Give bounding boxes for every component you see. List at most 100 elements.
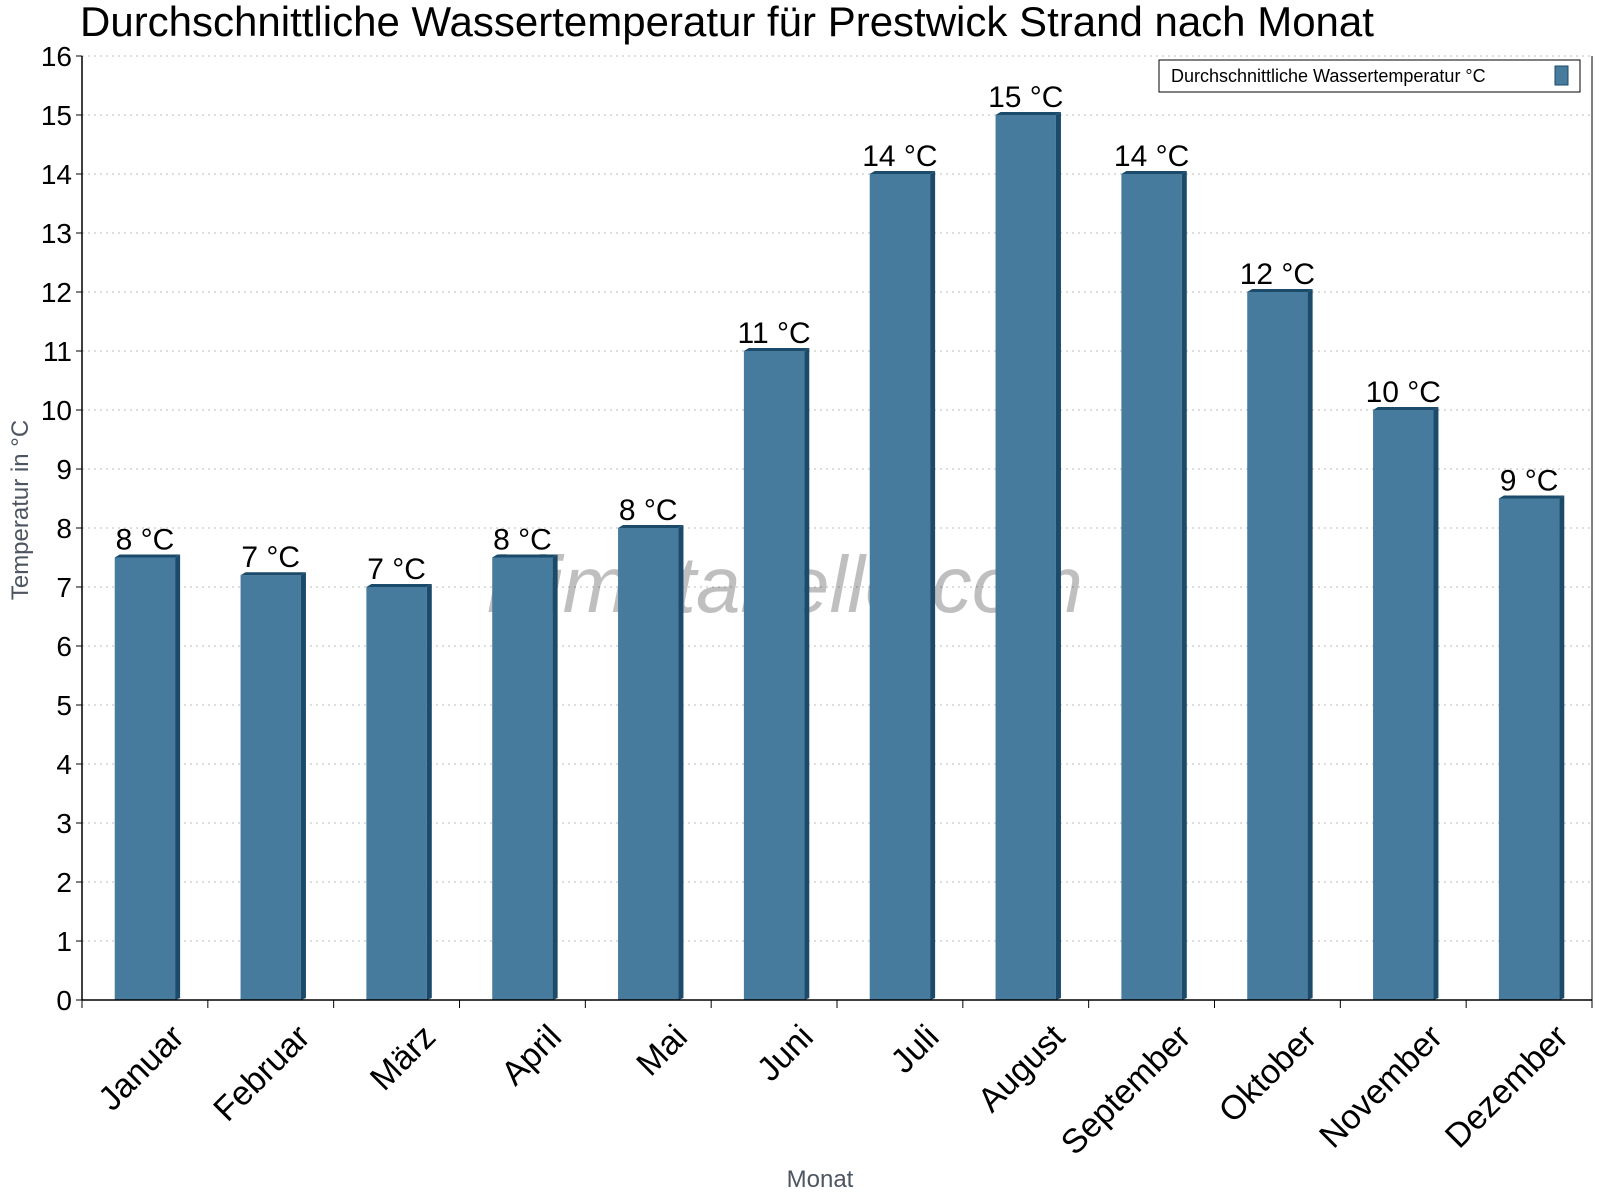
y-tick-label: 2 (56, 867, 72, 898)
bar-top (240, 572, 306, 576)
legend-swatch (1554, 65, 1569, 86)
bar-face (869, 174, 931, 1000)
bar-top (995, 112, 1061, 115)
bar-face (366, 587, 427, 1000)
bar (618, 525, 684, 1000)
x-tick-label: November (1312, 1018, 1450, 1156)
x-tick-labels: Januar Februar März April Mai Juni Juli AugustS… (91, 1017, 1576, 1162)
bar-side (1307, 289, 1313, 1000)
bar-top (743, 348, 810, 351)
bar-top (1373, 407, 1439, 410)
bar (1247, 289, 1313, 1000)
bar-top (114, 554, 181, 558)
bar-top (492, 554, 558, 558)
data-label: 8 °C (116, 524, 175, 557)
data-label: 8 °C (619, 494, 678, 527)
data-label: 8 °C (493, 524, 552, 557)
y-tick-label: 5 (56, 690, 72, 721)
y-tick-label: 12 (41, 277, 72, 308)
bar (1121, 171, 1187, 1000)
x-tick-label: Juni (750, 1018, 821, 1089)
bars (114, 112, 1565, 1000)
bar-face (1373, 410, 1434, 1000)
y-axis-label: Temperatur in °C (7, 420, 34, 600)
y-tick-label: 9 (56, 454, 72, 485)
y-tick-label: 4 (56, 749, 72, 780)
y-tick-label: 16 (41, 41, 72, 72)
bar-face (1247, 292, 1308, 1000)
data-label: 14 °C (862, 140, 937, 173)
bar (240, 572, 306, 1000)
bar-top (869, 171, 936, 174)
data-label: 12 °C (1240, 258, 1315, 291)
y-tick-label: 7 (56, 572, 72, 603)
bar-face (618, 528, 679, 1000)
data-label: 14 °C (1114, 140, 1189, 173)
data-label: 11 °C (738, 317, 811, 350)
bar-face (1498, 498, 1560, 1000)
bar-side (1181, 171, 1187, 1000)
bar-face (240, 575, 301, 1000)
bar-face (114, 557, 176, 1000)
y-tick-label: 8 (56, 513, 72, 544)
x-tick-label: April (494, 1018, 569, 1093)
y-tick-label: 13 (41, 218, 72, 249)
bar-top (366, 584, 432, 587)
bar-side (930, 171, 936, 1000)
bar (869, 171, 936, 1000)
y-tick-label: 10 (41, 395, 72, 426)
x-tick-label: September (1054, 1018, 1198, 1162)
y-tick-label: 1 (56, 926, 72, 957)
bar (114, 554, 181, 1000)
x-tick-label: Oktober (1212, 1018, 1324, 1130)
bar-top (1498, 495, 1565, 499)
bar-top (1247, 289, 1313, 292)
data-labels: 8 °C 7 °C 7 °C 8 °C 8 °C 11 °C 14 °C 15 °C 14 °C… (116, 81, 1559, 586)
bar (995, 112, 1061, 1000)
data-label: 9 °C (1500, 465, 1559, 498)
x-tick-label: März (363, 1018, 443, 1098)
bar-side (175, 554, 181, 1000)
chart-title: Durchschnittliche Wassertemperatur für P… (80, 0, 1374, 45)
bar-face (492, 557, 553, 1000)
x-tick-label: Juli (884, 1018, 947, 1081)
bar-side (1559, 495, 1565, 1000)
x-tick-label: Februar (206, 1018, 317, 1129)
legend-box (1158, 59, 1581, 93)
axes (76, 55, 1593, 1008)
bar-side (300, 572, 306, 1000)
x-tick-label: Januar (91, 1018, 191, 1118)
bar-top (618, 525, 684, 528)
bar-side (678, 525, 684, 1000)
bar (743, 348, 810, 1000)
x-axis-label: Monat (787, 1166, 854, 1193)
bar (492, 554, 558, 1000)
bar-side (426, 584, 432, 1000)
bar (366, 584, 432, 1000)
bar-side (1055, 112, 1061, 1000)
bar (1373, 407, 1439, 1000)
bar-top (1121, 171, 1187, 174)
x-tick-label: August (971, 1017, 1073, 1119)
data-label: 15 °C (988, 81, 1063, 114)
grid-lines (82, 55, 1592, 942)
bar-side (804, 348, 810, 1000)
y-tick-label: 0 (56, 985, 72, 1016)
bar-face (995, 115, 1056, 1000)
bar-side (1433, 407, 1439, 1000)
data-label: 10 °C (1366, 376, 1441, 409)
y-tick-label: 14 (41, 159, 72, 190)
bar-face (1121, 174, 1182, 1000)
x-tick-label: Mai (629, 1018, 695, 1084)
x-tick-label: Dezember (1438, 1018, 1576, 1156)
y-tick-label: 11 (43, 336, 72, 367)
y-tick-label: 15 (41, 100, 72, 131)
bar (1498, 495, 1565, 1000)
data-label: 7 °C (241, 541, 300, 574)
legend: Durchschnittliche Wassertemperatur °C (1158, 59, 1581, 93)
bar-face (743, 351, 805, 1000)
bar-side (552, 554, 558, 1000)
